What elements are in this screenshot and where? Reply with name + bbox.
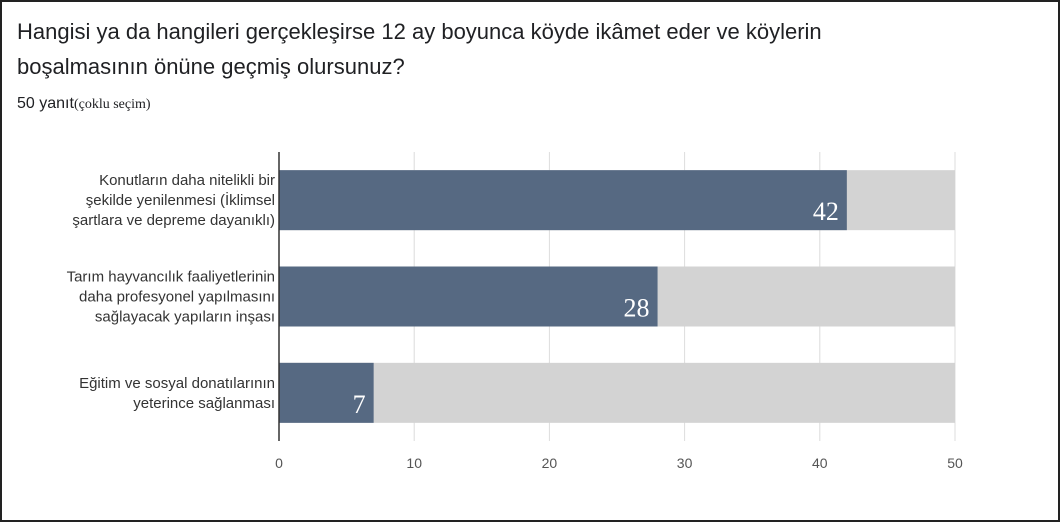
bar-value-label: 42 [813, 197, 839, 226]
x-tick-label: 40 [812, 455, 828, 471]
x-tick-label: 30 [677, 455, 693, 471]
category-label: Eğitim ve sosyal donatılarının [79, 375, 275, 392]
category-label: şartlara ve depreme dayanıklı) [72, 212, 275, 229]
bar [279, 266, 658, 327]
category-label: şekilde yenilenmesi (İklimsel [86, 191, 275, 209]
category-label: daha profesyonel yapılmasını [79, 289, 275, 306]
x-tick-label: 10 [406, 455, 422, 471]
response-count-text: 50 yanıt [17, 95, 74, 112]
x-tick-label: 0 [275, 455, 283, 471]
multi-select-note: (çoklu seçim) [73, 97, 151, 112]
question-title: Hangisi ya da hangileri gerçekleşirse 12… [17, 19, 822, 79]
category-label: Tarım hayvancılık faaliyetlerinin [67, 269, 275, 286]
bar-value-label: 28 [624, 294, 650, 323]
bar-value-label: 7 [353, 390, 366, 419]
bar-track [279, 362, 955, 423]
x-tick-label: 20 [542, 455, 558, 471]
category-label: Konutların daha nitelikli bir [99, 172, 275, 189]
bar [279, 170, 847, 231]
category-label: yeterince sağlanması [133, 395, 275, 412]
category-label: sağlayacak yapıların inşası [95, 309, 275, 326]
x-tick-label: 50 [947, 455, 963, 471]
bar [279, 362, 374, 423]
response-count: 50 yanıt(çoklu seçim) [17, 95, 151, 113]
